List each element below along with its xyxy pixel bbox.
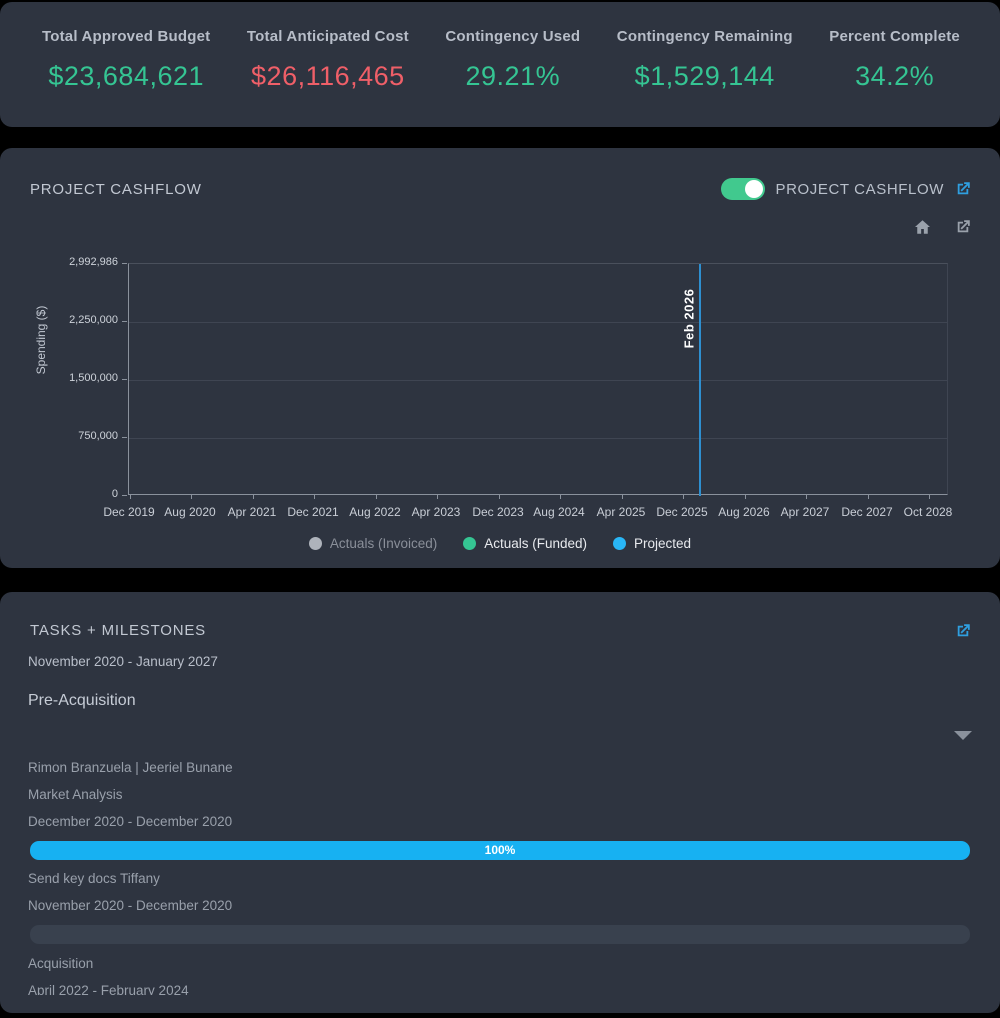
cashflow-section-title: PROJECT CASHFLOW bbox=[30, 181, 202, 198]
task-name: Send key docs Tiffany bbox=[28, 871, 160, 886]
y-tick-label: 2,250,000 bbox=[69, 314, 118, 326]
x-tick-mark bbox=[437, 495, 438, 499]
current-date-marker-line bbox=[699, 264, 701, 496]
y-tick-mark bbox=[122, 263, 127, 264]
x-tick-mark bbox=[622, 495, 623, 499]
legend-actuals-invoiced[interactable]: Actuals (Invoiced) bbox=[308, 536, 438, 551]
stat-value: 29.21% bbox=[465, 61, 561, 91]
task-dates: November 2020 - December 2020 bbox=[28, 898, 233, 913]
kpi-row: Total Approved Budget $23,684,621 Total … bbox=[0, 2, 1000, 92]
x-tick-mark bbox=[314, 495, 315, 499]
x-tick-label: Dec 2023 bbox=[472, 505, 524, 519]
external-link-icon[interactable] bbox=[954, 180, 972, 198]
x-tick-mark bbox=[683, 495, 684, 499]
y-tick-label: 0 bbox=[111, 488, 118, 500]
tasks-list[interactable]: November 2020 - January 2027 Pre-Acquisi… bbox=[0, 592, 1000, 995]
stat-contingency-remaining: Contingency Remaining $1,529,144 bbox=[617, 28, 793, 92]
x-tick-mark bbox=[130, 495, 131, 499]
stat-value: $23,684,621 bbox=[48, 61, 204, 91]
y-tick-label: 750,000 bbox=[78, 430, 118, 442]
chart-toolbar bbox=[913, 218, 972, 236]
toggle-knob bbox=[745, 180, 764, 198]
gridline bbox=[129, 322, 947, 323]
x-tick-mark bbox=[191, 495, 192, 499]
chevron-down-icon[interactable] bbox=[954, 731, 972, 740]
stat-value: $1,529,144 bbox=[634, 61, 775, 91]
x-tick-label: Apr 2021 bbox=[227, 505, 277, 519]
y-tick-label: 2,992,986 bbox=[69, 256, 118, 268]
y-tick-mark bbox=[122, 321, 127, 322]
x-tick-mark bbox=[253, 495, 254, 499]
cashflow-toggle[interactable] bbox=[721, 178, 766, 200]
gridline bbox=[129, 380, 947, 381]
legend-label: Actuals (Funded) bbox=[484, 536, 588, 551]
phase-title: Pre-Acquisition bbox=[28, 692, 136, 709]
x-tick-label: Apr 2025 bbox=[596, 505, 646, 519]
project-cashflow-panel: PROJECT CASHFLOW PROJECT CASHFLOW bbox=[0, 148, 1000, 568]
home-icon[interactable] bbox=[913, 218, 932, 236]
stat-percent-complete: Percent Complete 34.2% bbox=[829, 28, 960, 92]
chart-legend: Actuals (Invoiced) Actuals (Funded) Proj… bbox=[0, 536, 1000, 551]
y-tick-mark bbox=[122, 437, 127, 438]
x-tick-mark bbox=[499, 495, 500, 499]
legend-dot bbox=[463, 537, 477, 550]
x-tick-mark bbox=[560, 495, 561, 499]
x-tick-label: Dec 2019 bbox=[103, 505, 155, 519]
x-tick-label: Dec 2021 bbox=[287, 505, 339, 519]
x-tick-label: Aug 2024 bbox=[533, 505, 585, 519]
stat-value: $26,116,465 bbox=[251, 61, 405, 91]
stat-total-anticipated-cost: Total Anticipated Cost $26,116,465 bbox=[247, 28, 409, 92]
x-tick-mark bbox=[376, 495, 377, 499]
stat-contingency-used: Contingency Used 29.21% bbox=[445, 28, 580, 92]
x-tick-label: Dec 2027 bbox=[841, 505, 893, 519]
tasks-date-range: November 2020 - January 2027 bbox=[28, 654, 218, 669]
x-tick-mark bbox=[745, 495, 746, 499]
legend-actuals-funded[interactable]: Actuals (Funded) bbox=[463, 536, 587, 551]
x-tick-label: Dec 2025 bbox=[656, 505, 708, 519]
x-tick-label: Oct 2028 bbox=[903, 505, 953, 519]
tasks-external-link-icon[interactable] bbox=[954, 622, 972, 640]
stat-label: Percent Complete bbox=[829, 28, 960, 45]
x-tick-mark bbox=[806, 495, 807, 499]
x-tick-label: Apr 2023 bbox=[411, 505, 461, 519]
x-tick-label: Aug 2026 bbox=[718, 505, 770, 519]
cashflow-toggle-label: PROJECT CASHFLOW bbox=[775, 180, 944, 198]
task-assignees: Rimon Branzuela | Jeeriel Bunane bbox=[28, 760, 233, 775]
phase-name: Acquisition bbox=[28, 956, 94, 971]
legend-projected[interactable]: Projected bbox=[613, 536, 691, 551]
y-tick-label: 1,500,000 bbox=[69, 372, 118, 384]
x-tick-mark bbox=[868, 495, 869, 499]
legend-label: Projected bbox=[634, 536, 692, 551]
y-tick-mark bbox=[122, 379, 127, 380]
stat-label: Total Anticipated Cost bbox=[246, 28, 409, 45]
current-date-marker-label: Feb 2026 bbox=[681, 288, 697, 349]
phase-dates: April 2022 - February 2024 bbox=[28, 983, 189, 995]
cashflow-plot-area[interactable]: Feb 2026 bbox=[128, 263, 948, 499]
legend-dot bbox=[308, 537, 322, 550]
x-tick-label: Aug 2022 bbox=[349, 505, 401, 519]
tasks-milestones-panel: TASKS + MILESTONES November 2020 - Janua… bbox=[0, 592, 1000, 1013]
tasks-section-title: TASKS + MILESTONES bbox=[30, 622, 206, 639]
y-tick-mark bbox=[122, 495, 127, 496]
stat-label: Contingency Used bbox=[445, 28, 581, 45]
gridline bbox=[129, 438, 947, 439]
task-dates: December 2020 - December 2020 bbox=[28, 814, 233, 829]
legend-label: Actuals (Invoiced) bbox=[329, 536, 438, 551]
stat-value: 34.2% bbox=[855, 61, 935, 91]
task-name: Market Analysis bbox=[28, 787, 123, 802]
open-external-icon[interactable] bbox=[954, 218, 972, 236]
task-progress-bar bbox=[30, 925, 970, 944]
legend-dot bbox=[613, 537, 627, 550]
x-tick-label: Aug 2020 bbox=[164, 505, 216, 519]
cashflow-header-controls: PROJECT CASHFLOW bbox=[721, 178, 972, 200]
task-progress-bar: 100% bbox=[30, 841, 970, 860]
stat-total-approved-budget: Total Approved Budget $23,684,621 bbox=[42, 28, 210, 92]
stat-label: Total Approved Budget bbox=[42, 28, 211, 45]
stat-label: Contingency Remaining bbox=[616, 28, 793, 45]
kpi-panel: Total Approved Budget $23,684,621 Total … bbox=[0, 2, 1000, 127]
x-tick-label: Apr 2027 bbox=[780, 505, 830, 519]
x-tick-mark bbox=[929, 495, 930, 499]
